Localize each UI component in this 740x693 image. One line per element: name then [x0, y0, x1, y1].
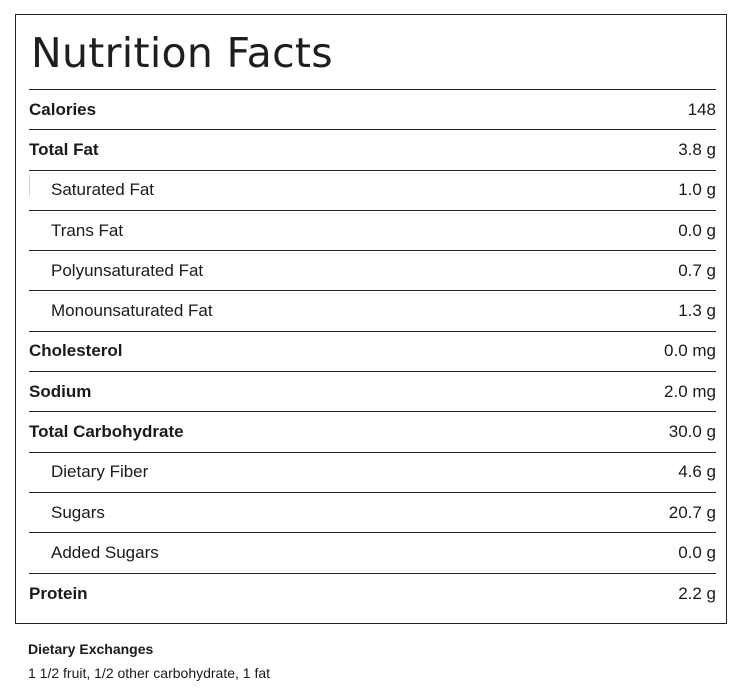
nutrient-label: Dietary Fiber: [51, 462, 149, 482]
nutrient-row-dietary-fiber: Dietary Fiber 4.6 g: [29, 453, 716, 493]
nutrient-value: 30.0 g: [668, 422, 716, 442]
nutrition-facts-panel: Nutrition Facts Calories 148 Total Fat 3…: [15, 14, 727, 624]
nutrient-label: Saturated Fat: [51, 180, 155, 200]
nutrient-label: Polyunsaturated Fat: [51, 260, 204, 280]
nutrient-value: 0.0 mg: [664, 341, 716, 361]
nutrient-label: Sodium: [29, 381, 92, 401]
panel-title: Nutrition Facts: [31, 29, 333, 77]
nutrient-label: Monounsaturated Fat: [51, 301, 213, 321]
dietary-exchanges-heading: Dietary Exchanges: [28, 641, 154, 657]
nutrient-value: 0.0 g: [678, 220, 716, 240]
nutrient-label: Total Fat: [29, 139, 99, 159]
nutrient-row-calories: Calories 148: [29, 90, 716, 131]
nutrient-value: 2.0 mg: [664, 381, 716, 401]
nutrient-value: 1.0 g: [678, 180, 716, 200]
nutrient-value: 0.0 g: [678, 542, 716, 562]
nutrient-value: 3.8 g: [678, 139, 716, 159]
nutrient-row-total-fat: Total Fat 3.8 g: [29, 130, 716, 171]
nutrient-label: Cholesterol: [29, 341, 123, 361]
nutrient-value: 20.7 g: [668, 502, 716, 522]
nutrient-label: Added Sugars: [51, 542, 159, 562]
nutrient-row-monounsaturated-fat: Monounsaturated Fat 1.3 g: [29, 291, 716, 332]
nutrient-row-total-carbohydrate: Total Carbohydrate 30.0 g: [29, 412, 716, 453]
nutrient-value: 148: [687, 99, 716, 119]
nutrient-label: Calories: [29, 99, 97, 119]
nutrient-value: 1.3 g: [678, 301, 716, 321]
nutrient-label: Trans Fat: [51, 220, 124, 240]
nutrient-row-trans-fat: Trans Fat 0.0 g: [29, 211, 716, 252]
nutrient-list: Calories 148 Total Fat 3.8 g Saturated F…: [29, 89, 716, 614]
nutrient-label: Sugars: [51, 502, 105, 522]
nutrient-row-saturated-fat: Saturated Fat 1.0 g: [29, 171, 716, 211]
nutrient-row-cholesterol: Cholesterol 0.0 mg: [29, 332, 716, 373]
nutrient-value: 0.7 g: [678, 260, 716, 280]
nutrient-row-added-sugars: Added Sugars 0.0 g: [29, 533, 716, 574]
nutrient-row-sugars: Sugars 20.7 g: [29, 493, 716, 534]
dietary-exchanges-text: 1 1/2 fruit, 1/2 other carbohydrate, 1 f…: [28, 665, 271, 681]
nutrient-value: 2.2 g: [678, 583, 716, 603]
nutrient-row-protein: Protein 2.2 g: [29, 574, 716, 614]
nutrient-row-sodium: Sodium 2.0 mg: [29, 372, 716, 413]
indent-marker: [29, 174, 30, 197]
nutrient-row-polyunsaturated-fat: Polyunsaturated Fat 0.7 g: [29, 251, 716, 292]
nutrient-label: Protein: [29, 583, 88, 603]
nutrient-value: 4.6 g: [678, 462, 716, 482]
dietary-exchanges: Dietary Exchanges 1 1/2 fruit, 1/2 other…: [28, 640, 270, 682]
nutrient-label: Total Carbohydrate: [29, 422, 184, 442]
